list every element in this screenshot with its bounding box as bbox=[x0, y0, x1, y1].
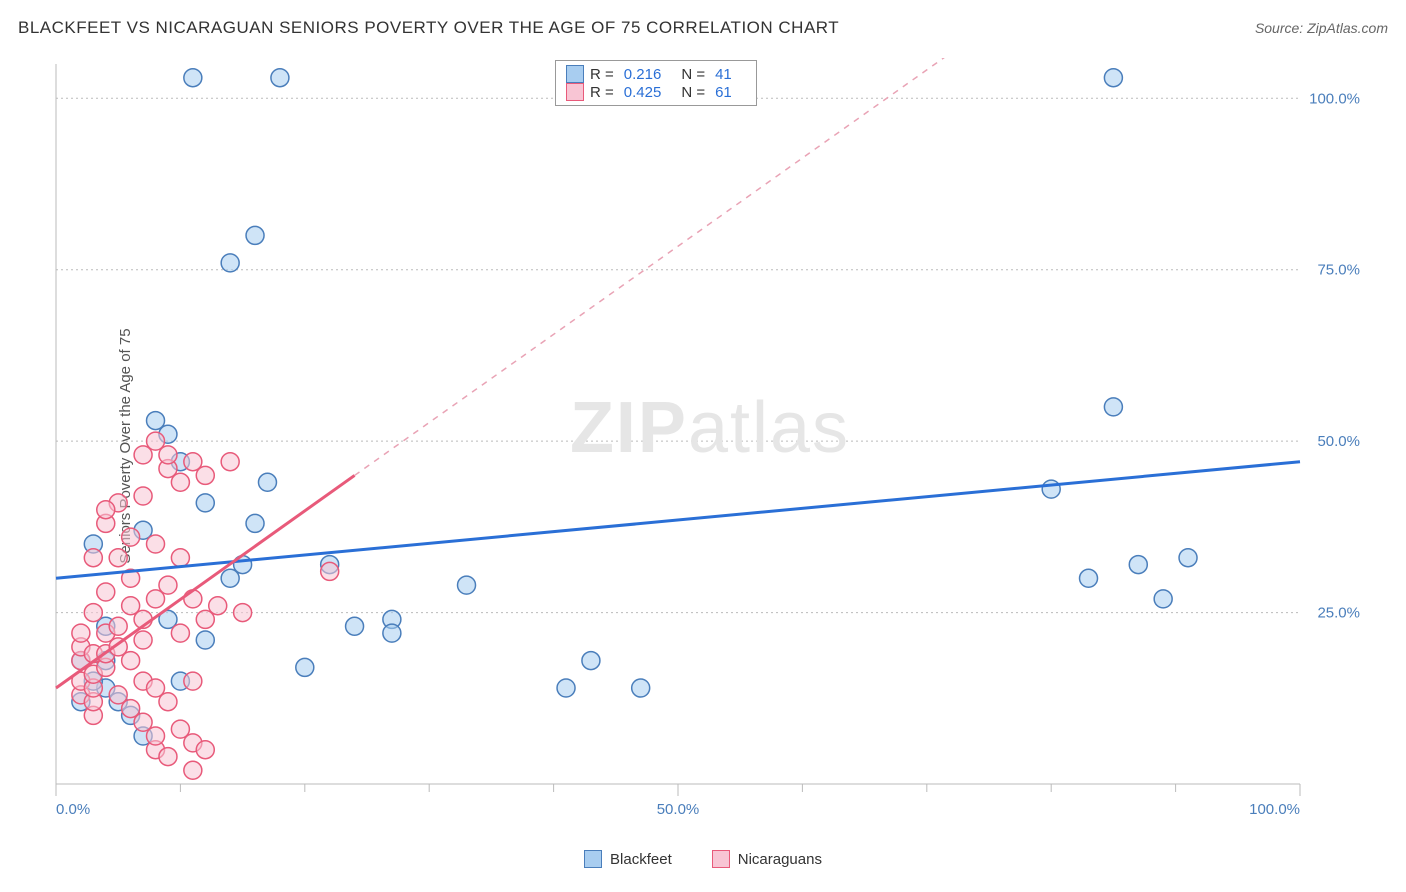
stat-value: 0.216 bbox=[624, 66, 662, 83]
legend-item: Blackfeet bbox=[584, 850, 672, 868]
svg-text:0.0%: 0.0% bbox=[56, 801, 90, 818]
svg-text:25.0%: 25.0% bbox=[1317, 605, 1360, 622]
legend-label: Blackfeet bbox=[610, 851, 672, 868]
swatch-pink-icon bbox=[712, 850, 730, 868]
svg-text:100.0%: 100.0% bbox=[1309, 90, 1360, 107]
source-label: Source: ZipAtlas.com bbox=[1255, 20, 1388, 36]
scatter-plot: 25.0% 50.0% 75.0% 100.0% 0.0% 50.0% 100.0% bbox=[50, 58, 1370, 828]
stat-label: R = bbox=[590, 84, 614, 101]
svg-text:100.0%: 100.0% bbox=[1249, 801, 1300, 818]
swatch-blue-icon bbox=[566, 65, 584, 83]
stat-value: 0.425 bbox=[624, 84, 662, 101]
stat-label: R = bbox=[590, 66, 614, 83]
stat-label: N = bbox=[681, 66, 705, 83]
swatch-blue-icon bbox=[584, 850, 602, 868]
svg-text:50.0%: 50.0% bbox=[1317, 433, 1360, 450]
legend-item: Nicaraguans bbox=[712, 850, 822, 868]
stat-value: 41 bbox=[715, 66, 732, 83]
svg-text:50.0%: 50.0% bbox=[657, 801, 700, 818]
stat-value: 61 bbox=[715, 84, 732, 101]
chart-title: BLACKFEET VS NICARAGUAN SENIORS POVERTY … bbox=[18, 18, 839, 38]
plot-area: ZIPatlas 25.0%50.0%75.0%100.0%0.0%50.0%1… bbox=[50, 58, 1370, 828]
stats-legend: R = 0.216 N = 41 R = 0.425 N = 61 bbox=[555, 60, 757, 106]
legend-label: Nicaraguans bbox=[738, 851, 822, 868]
stat-label: N = bbox=[681, 84, 705, 101]
swatch-pink-icon bbox=[566, 83, 584, 101]
stats-row: R = 0.216 N = 41 bbox=[566, 65, 746, 83]
header: BLACKFEET VS NICARAGUAN SENIORS POVERTY … bbox=[18, 18, 1388, 38]
svg-text:75.0%: 75.0% bbox=[1317, 262, 1360, 279]
series-legend: Blackfeet Nicaraguans bbox=[0, 850, 1406, 868]
stats-row: R = 0.425 N = 61 bbox=[566, 83, 746, 101]
